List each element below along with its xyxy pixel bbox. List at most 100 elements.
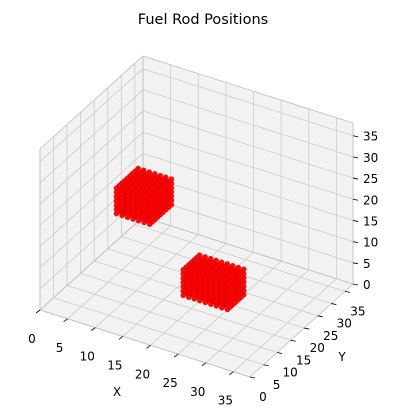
x-tick-label: 30: [190, 385, 205, 399]
x-tick-label: 5: [56, 341, 64, 355]
z-tick-label-mark: [352, 262, 359, 265]
gridline-x-floor: [233, 278, 337, 373]
z-tick-label-mark: [352, 135, 359, 138]
gridline-z-back: [142, 110, 354, 179]
y-tick-label: 15: [296, 353, 311, 367]
fuel-rod-point: [213, 277, 220, 284]
pane-edge: [142, 55, 354, 124]
y-tick-label: 0: [259, 390, 267, 404]
x-tick-label-mark: [91, 327, 96, 331]
x-tick-label: 10: [80, 350, 95, 364]
gridline-y-floor: [66, 285, 278, 353]
x-tick-label-mark: [118, 336, 124, 340]
pane-edge: [39, 55, 144, 150]
y-tick-label: 25: [323, 329, 338, 343]
y-axis-label: Y: [337, 350, 346, 364]
fuel-rod-point: [202, 274, 209, 280]
z-tick-label: 15: [363, 214, 378, 228]
y-tick-label: 30: [337, 317, 352, 331]
x-tick-label-mark: [201, 362, 207, 367]
z-tick-label: 0: [363, 278, 371, 292]
gridline-z-side: [39, 89, 144, 184]
pane-edge: [142, 216, 354, 285]
x-tick-label: 20: [135, 367, 150, 381]
y-tick-label: 35: [350, 304, 365, 318]
z-tick-label-mark: [352, 156, 359, 159]
gridline-z-back: [142, 68, 354, 137]
x-tick-label-mark: [146, 344, 151, 349]
z-tick-label: 20: [363, 193, 378, 207]
gridline-z-side: [39, 153, 144, 247]
fuel-rod-point: [119, 187, 125, 193]
fuel-rod-point: [135, 192, 142, 199]
y-tick-label-mark: [304, 327, 310, 330]
fuel-rod-point: [224, 281, 231, 287]
z-tick-label: 5: [363, 257, 371, 271]
x-tick-label: 25: [163, 376, 178, 390]
x-tick-label: 35: [218, 394, 233, 408]
fuel-rod-point: [185, 268, 192, 275]
side-pane: [40, 56, 143, 310]
gridline-z-back: [142, 153, 354, 221]
y-tick-label-mark: [331, 303, 337, 305]
gridline-x-floor: [67, 225, 171, 320]
y-tick-label-mark: [344, 290, 350, 293]
y-tick-label-mark: [249, 376, 256, 379]
z-tick-label-mark: [352, 241, 359, 244]
gridline-y-floor: [53, 297, 264, 366]
chart-title: Fuel Rod Positions: [138, 12, 268, 28]
z-tick-label: 35: [363, 130, 378, 144]
z-tick-label-mark: [352, 283, 359, 286]
fuel-rod-point: [191, 270, 198, 277]
pane-edge: [249, 283, 354, 378]
y-tick-label-mark: [277, 352, 283, 354]
gridline-z-back: [142, 89, 354, 158]
back-pane: [143, 56, 353, 284]
fuel-rod-point: [180, 267, 187, 273]
x-tick-label: 15: [107, 358, 122, 372]
x-tick-label-mark: [63, 318, 68, 323]
x-tick-label: 0: [28, 332, 36, 346]
y-tick-label-mark: [263, 364, 269, 367]
fuel-rod-point: [196, 272, 203, 279]
y-tick-label: 20: [310, 341, 325, 355]
fuel-rod-point: [113, 185, 120, 191]
gridline-z-back: [142, 131, 354, 200]
fuel-rod-point: [146, 195, 153, 202]
fuel-rod-point: [219, 279, 225, 286]
pane-edge: [39, 216, 144, 311]
fuel-rod-point: [208, 275, 214, 282]
gridline-x-floor: [205, 269, 310, 364]
x-axis-label: X: [113, 385, 121, 399]
data-points: [113, 165, 247, 313]
gridline-z-back: [142, 174, 354, 243]
pane-edge: [39, 309, 251, 378]
z-tick-label: 10: [363, 236, 378, 250]
z-tick-label-mark: [352, 177, 359, 180]
y-tick-label: 5: [273, 378, 281, 392]
gridline-x-floor: [94, 234, 199, 328]
z-tick-label: 30: [363, 151, 378, 165]
axis-panes: [40, 56, 353, 377]
y-tick-label-mark: [290, 339, 296, 342]
gridline-z-side: [39, 131, 144, 226]
x-tick-label-mark: [35, 309, 41, 314]
x-tick-label-mark: [229, 371, 234, 376]
gridline-z-side: [39, 68, 144, 163]
y-tick-label: 10: [282, 366, 297, 380]
z-tick-label-mark: [352, 220, 359, 222]
gridline-y-floor: [80, 272, 291, 341]
y-tick-label-mark: [317, 315, 323, 318]
x-tick-label-mark: [173, 353, 179, 358]
fuel-rod-point: [130, 190, 136, 197]
gridline-z-side: [39, 110, 144, 205]
z-tick-label-mark: [352, 198, 359, 201]
gridline-z-back: [142, 195, 354, 264]
fuel-rod-point: [141, 194, 147, 200]
z-tick-label: 25: [363, 172, 378, 186]
fuel-rod-point: [124, 188, 131, 195]
axis-lines: [39, 55, 354, 378]
gridline-y-floor: [134, 223, 345, 292]
